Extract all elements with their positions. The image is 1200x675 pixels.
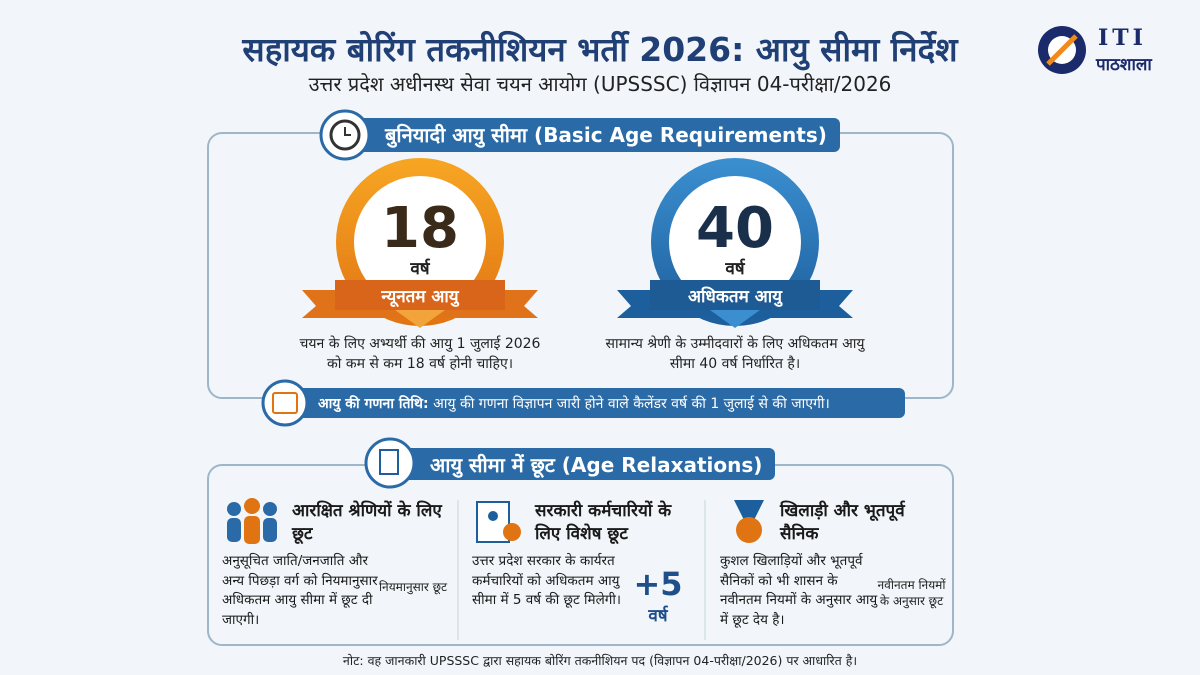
calc-info: आयु की गणना तिथि: आयु की गणना विज्ञापन ज… — [318, 394, 830, 413]
max-age: 40 — [696, 196, 774, 261]
min-unit: वर्ष — [410, 259, 430, 279]
heading-pill — [345, 118, 840, 152]
card-side-note: नियमानुसार छूट — [378, 580, 448, 594]
logo-text: पाठशाला — [1096, 55, 1152, 75]
card-title: खिलाड़ी और भूतपूर्व सैनिक — [780, 501, 905, 544]
section-heading: बुनियादी आयु सीमा (Basic Age Requirement… — [385, 123, 827, 147]
logo-icon — [1038, 26, 1086, 74]
min-gauge — [302, 158, 538, 328]
min-description: चयन के लिए अभ्यर्थी की आयु 1 जुलाई 2026 … — [299, 336, 541, 373]
section-heading: आयु सीमा में छूट (Age Relaxations) — [430, 453, 763, 477]
subtitle: उत्तर प्रदेश अधीनस्थ सेवा चयन आयोग (UPSS… — [308, 72, 892, 96]
calc-bar — [285, 388, 905, 418]
document-icon — [476, 501, 521, 543]
calc-text: आयु की गणना विज्ञापन जारी होने वाले कैले… — [433, 396, 830, 412]
heading-pill — [390, 448, 775, 480]
title: सहायक बोरिंग तकनीशियन भर्ती 2026: आयु सी… — [242, 30, 958, 69]
medal-icon — [734, 500, 764, 543]
max-label: अधिकतम आयु — [688, 287, 782, 307]
people-icon — [227, 498, 277, 544]
card-description: उत्तर प्रदेश सरकार के कार्यरत कर्मचारियो… — [472, 553, 621, 609]
max-gauge — [617, 158, 853, 328]
badge: +5 — [633, 565, 683, 603]
badge-unit: वर्ष — [648, 606, 668, 626]
max-unit: वर्ष — [725, 259, 745, 279]
card-title: सरकारी कर्मचारियों के लिए विशेष छूट — [535, 501, 672, 544]
logo-text: ITI — [1098, 25, 1147, 51]
card-description: कुशल खिलाड़ियों और भूतपूर्व सैनिकों को भ… — [720, 553, 878, 628]
min-age: 18 — [381, 196, 459, 261]
card-side-note: नवीनतम नियमों के अनुसार छूट — [877, 578, 946, 608]
calc-label: आयु की गणना तिथि: — [318, 396, 429, 412]
card-description: अनुसूचित जाति/जनजाति और अन्य पिछड़ा वर्ग… — [222, 553, 378, 628]
min-label: न्यूनतम आयु — [381, 287, 459, 307]
footnote: नोट: वह जानकारी UPSSSC द्वारा सहायक बोरि… — [342, 653, 858, 668]
max-description: सामान्य श्रेणी के उम्मीदवारों के लिए अधि… — [605, 336, 865, 373]
card-title: आरक्षित श्रेणियों के लिए छूट — [292, 501, 442, 544]
